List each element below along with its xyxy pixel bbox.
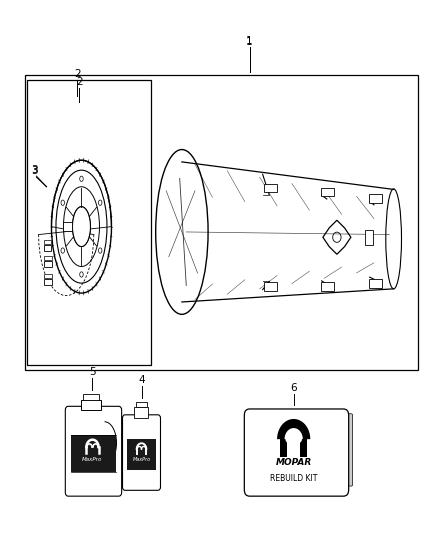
FancyBboxPatch shape [65, 406, 122, 496]
Bar [134, 407, 148, 418]
Circle shape [296, 435, 302, 443]
Bar [44, 256, 52, 260]
Bar [25, 75, 418, 370]
Text: 5: 5 [89, 367, 96, 377]
Bar [365, 230, 373, 245]
Bar [27, 80, 151, 365]
Bar [300, 439, 307, 457]
Polygon shape [277, 419, 310, 439]
Bar [44, 245, 51, 251]
Bar [83, 394, 99, 400]
Text: MaxPro: MaxPro [132, 457, 151, 462]
Bar [264, 183, 277, 192]
Text: MaxPro: MaxPro [82, 457, 102, 462]
Text: 1: 1 [246, 36, 253, 46]
Bar [44, 240, 51, 244]
Bar [127, 439, 156, 470]
Circle shape [286, 435, 291, 443]
Bar [264, 282, 277, 291]
Bar [64, 222, 72, 231]
Bar [280, 439, 287, 457]
Bar [136, 402, 148, 407]
FancyBboxPatch shape [123, 415, 160, 490]
Text: REBUILD KIT: REBUILD KIT [270, 473, 318, 482]
Bar [81, 400, 101, 410]
Bar [44, 274, 52, 278]
Bar [71, 435, 117, 472]
Text: 6: 6 [290, 383, 297, 393]
Text: 4: 4 [138, 375, 145, 385]
Bar [369, 279, 382, 288]
Ellipse shape [72, 207, 91, 247]
Bar [44, 261, 52, 266]
Bar [369, 194, 382, 203]
Bar [321, 282, 334, 291]
Text: 3: 3 [32, 165, 38, 175]
Text: 3: 3 [32, 166, 38, 176]
Text: MOPAR: MOPAR [276, 458, 312, 467]
Bar [44, 279, 52, 285]
Bar [321, 188, 334, 196]
Text: 1: 1 [246, 37, 253, 47]
FancyBboxPatch shape [244, 409, 349, 496]
FancyBboxPatch shape [342, 414, 353, 486]
Text: 2: 2 [74, 69, 81, 79]
Text: 2: 2 [76, 77, 83, 87]
